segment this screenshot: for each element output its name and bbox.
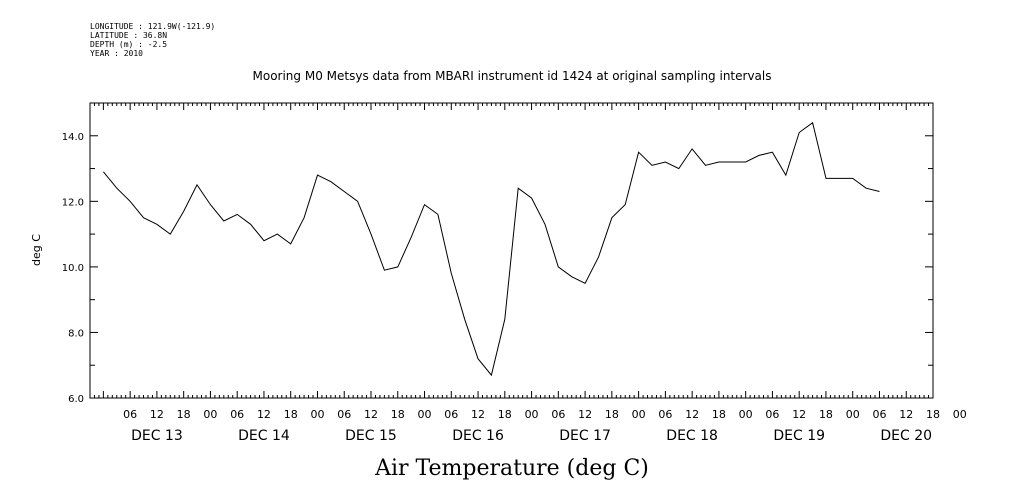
plot-frame <box>89 102 934 399</box>
meta-year: YEAR : 2010 <box>90 49 143 58</box>
x-hour-label: 18 <box>605 408 619 421</box>
x-day-label: DEC 13 <box>131 428 183 444</box>
meta-latitude: LATITUDE : 36.8N <box>90 31 168 40</box>
x-hour-label: 00 <box>846 408 860 421</box>
x-hour-label: 12 <box>364 408 378 421</box>
x-hour-label: 12 <box>899 408 913 421</box>
x-day-label: DEC 15 <box>345 428 397 444</box>
x-hour-label: 18 <box>926 408 940 421</box>
series-line <box>103 121 880 377</box>
x-hour-label: 00 <box>739 408 753 421</box>
y-tick-label: 10.0 <box>62 263 84 274</box>
x-day-label: DEC 14 <box>238 428 290 444</box>
meta-longitude: LONGITUDE : 121.9W(-121.9) <box>90 22 216 31</box>
x-hour-label: 18 <box>284 408 298 421</box>
x-hour-label: 00 <box>310 408 324 421</box>
x-axis: 06 12 18 00 06 12 18 00 06 12 18 00 06 12 18 00 06 12 18 00… <box>89 103 967 444</box>
x-day-label: DEC 19 <box>773 428 825 444</box>
x-hour-label: 18 <box>819 408 833 421</box>
x-hour-label: 00 <box>525 408 539 421</box>
x-day-label: DEC 17 <box>559 428 611 444</box>
x-hour-label: 06 <box>765 408 779 421</box>
x-day-label: DEC 16 <box>452 428 504 444</box>
x-hour-label: 12 <box>471 408 485 421</box>
x-hour-label: 06 <box>658 408 672 421</box>
x-hour-label: 12 <box>257 408 271 421</box>
x-hour-label: 06 <box>123 408 137 421</box>
x-hour-label: 18 <box>498 408 512 421</box>
chart-title: Mooring M0 Metsys data from MBARI instru… <box>253 69 772 83</box>
y-tick-label: 12.0 <box>62 197 84 208</box>
x-hour-label: 06 <box>551 408 565 421</box>
x-hour-label: 18 <box>391 408 405 421</box>
y-axis-label: deg C <box>30 234 43 266</box>
meta-depth: DEPTH (m) : -2.5 <box>90 40 168 49</box>
y-tick-label: 6.0 <box>68 394 84 405</box>
x-hour-label: 06 <box>337 408 351 421</box>
x-hour-label: 12 <box>150 408 164 421</box>
x-hour-label: 00 <box>203 408 217 421</box>
x-hour-label: 12 <box>792 408 806 421</box>
y-axis: 6.0 8.0 10.0 12.0 14.0 <box>62 102 933 405</box>
x-hour-label: 00 <box>953 408 967 421</box>
x-hour-label: 12 <box>578 408 592 421</box>
metadata-block: LONGITUDE : 121.9W(-121.9) LATITUDE : 36… <box>90 22 215 58</box>
x-axis-label: Air Temperature (deg C) <box>374 456 649 481</box>
x-hour-label: 00 <box>418 408 432 421</box>
y-tick-label: 14.0 <box>62 132 84 143</box>
x-hour-label: 00 <box>632 408 646 421</box>
y-tick-label: 8.0 <box>68 328 84 339</box>
x-hour-label: 06 <box>230 408 244 421</box>
x-day-label: DEC 20 <box>880 428 932 444</box>
x-hour-label: 06 <box>872 408 886 421</box>
x-hour-label: 18 <box>712 408 726 421</box>
x-hour-label: 18 <box>177 408 191 421</box>
x-hour-label: 06 <box>444 408 458 421</box>
x-hour-label: 12 <box>685 408 699 421</box>
x-day-label: DEC 18 <box>666 428 718 444</box>
